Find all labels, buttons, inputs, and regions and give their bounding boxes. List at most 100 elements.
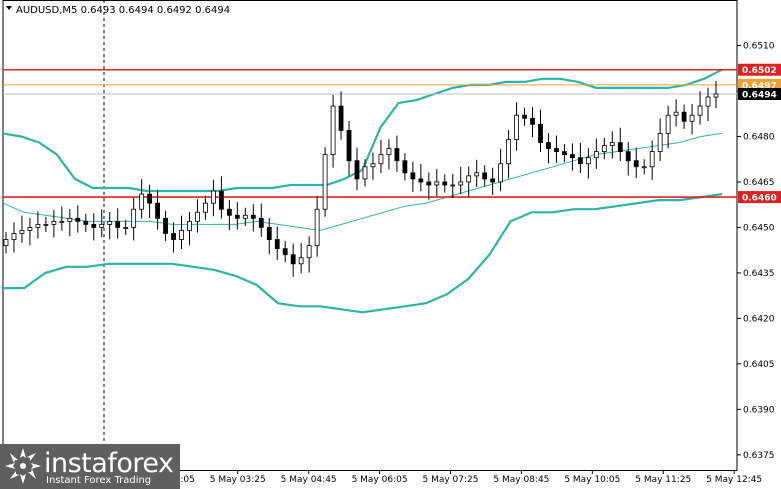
current-price-tag (738, 88, 781, 100)
candle-body (546, 142, 551, 149)
candle-body (330, 105, 336, 156)
candle-body (250, 214, 256, 219)
candle-body (585, 157, 591, 165)
candle (570, 143, 575, 171)
candle-body (370, 163, 376, 168)
candle-body (641, 166, 647, 169)
candle (681, 104, 687, 129)
candle-body (442, 181, 448, 186)
candle (234, 202, 240, 230)
plot-border (2, 0, 738, 471)
candle (290, 243, 296, 277)
candle (35, 211, 41, 239)
candle (554, 135, 559, 163)
candle-body (458, 181, 464, 186)
candle-body (147, 193, 152, 204)
candle (274, 226, 280, 260)
candle-body (59, 220, 65, 223)
candle-body (346, 129, 352, 162)
candle (665, 105, 671, 149)
candle-body (434, 181, 440, 186)
candle-body (314, 208, 320, 247)
candle-body (570, 154, 575, 159)
support-level-label: 0.6460 (742, 194, 777, 204)
candle (697, 91, 703, 125)
candle (362, 159, 368, 187)
candle (530, 107, 535, 138)
candle-body (234, 214, 240, 219)
candle-body (218, 190, 224, 210)
candle (195, 199, 200, 233)
candle-body (466, 175, 472, 183)
instaforex-logo-icon (5, 448, 41, 484)
y-tick-label: 0.6510 (743, 41, 775, 51)
candle (11, 222, 17, 253)
candle (163, 210, 168, 242)
y-tick-label: 0.6390 (743, 405, 775, 415)
candle-body (522, 114, 527, 119)
candle (402, 153, 408, 181)
candle-body (290, 254, 296, 265)
resistance-level-label: 0.6502 (742, 66, 777, 76)
candle (322, 147, 328, 217)
candle-body (195, 211, 200, 222)
candle (203, 195, 208, 220)
candle-body (562, 151, 567, 156)
y-tick-label: 0.6465 (743, 178, 775, 188)
candle (410, 161, 416, 192)
candle-body (506, 139, 511, 165)
candle (147, 184, 152, 219)
candle (266, 218, 272, 255)
candle (458, 167, 464, 195)
candle-body (179, 230, 184, 240)
instaforex-logo: instaforex Instant Forex Trading (0, 444, 180, 489)
candle (506, 130, 511, 179)
candle-body (274, 239, 280, 250)
candle-body (609, 142, 615, 146)
candle (450, 173, 456, 199)
candle (593, 138, 599, 169)
candle (187, 211, 192, 246)
support-level-tag (738, 191, 781, 204)
candle (498, 148, 504, 192)
candle (546, 133, 551, 164)
candle-body (633, 160, 639, 168)
x-tick-label: 5 May 12:45 (706, 475, 762, 485)
candle-body (306, 245, 312, 259)
candle (705, 87, 711, 121)
middle-moving-average (2, 132, 723, 232)
candle (673, 99, 679, 127)
candle (346, 120, 352, 176)
candle (131, 198, 137, 241)
brand-name: instaforex (44, 448, 174, 479)
candle-body (155, 202, 160, 219)
candle (442, 174, 448, 193)
candle (218, 176, 224, 219)
candle (641, 159, 647, 175)
candle (211, 179, 216, 217)
x-tick-label: 5 May 07:25 (423, 475, 479, 485)
candle-body (482, 172, 488, 180)
candle-body (83, 220, 89, 225)
y-tick-label: 0.6450 (743, 223, 775, 233)
candle-body (410, 172, 416, 180)
candle (394, 135, 400, 172)
candle-body (649, 151, 655, 168)
candle (418, 164, 424, 192)
candle-body (418, 178, 424, 183)
x-tick-label: 5 May 10:05 (564, 475, 620, 485)
candle-body (450, 184, 456, 187)
candle-body (673, 111, 679, 116)
candle-body (498, 163, 504, 183)
candle (370, 152, 376, 180)
candle (522, 107, 527, 126)
candle (75, 205, 81, 233)
candle-body (131, 208, 137, 228)
candle (386, 139, 392, 170)
candle-body (554, 148, 559, 153)
candle (625, 142, 631, 176)
candle-body (402, 160, 408, 174)
candle-body (665, 114, 671, 134)
candle (27, 218, 33, 246)
